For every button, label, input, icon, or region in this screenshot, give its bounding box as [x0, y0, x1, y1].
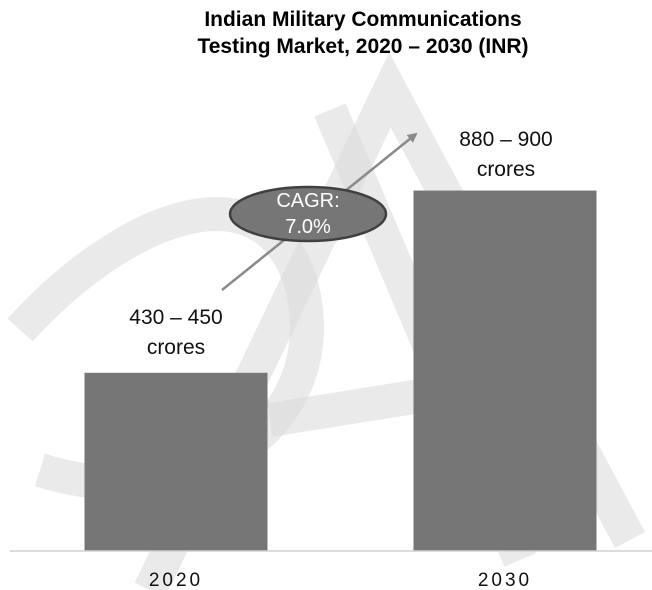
chart-title-line-1: Indian Military Communications	[204, 8, 521, 31]
cagr-label: CAGR:	[276, 190, 339, 212]
x-tick-2030: 2030	[478, 570, 532, 590]
cagr-ellipse	[228, 185, 388, 243]
cagr-annotation: CAGR: 7.0%	[228, 185, 388, 243]
bars-group	[84, 190, 597, 552]
bar-2020	[84, 372, 268, 551]
bar-label-2020-unit: crores	[147, 336, 205, 359]
bar-label-2030-range: 880 – 900	[459, 128, 552, 151]
bar-2030	[413, 190, 597, 552]
bar-label-2030-unit: crores	[477, 158, 535, 181]
chart-title-line-2: Testing Market, 2020 – 2030 (INR)	[197, 35, 528, 58]
cagr-value: 7.0%	[285, 216, 331, 238]
bar-label-2020-range: 430 – 450	[129, 306, 222, 329]
x-tick-2020: 2020	[149, 570, 203, 590]
